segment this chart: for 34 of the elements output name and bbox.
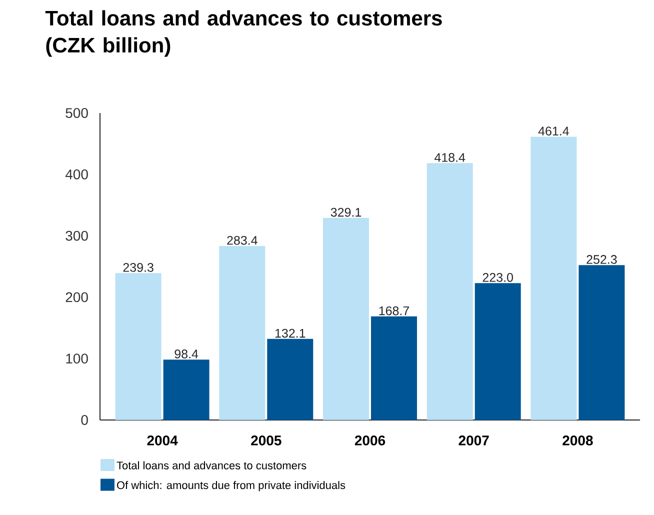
- data-label: 223.0: [482, 273, 513, 282]
- y-tick-label: 300: [66, 230, 88, 241]
- x-tick-label: 2008: [562, 436, 593, 446]
- data-label: 461.4: [538, 126, 569, 136]
- bar: [115, 273, 162, 420]
- y-tick-label: 0: [81, 415, 88, 425]
- x-tick-label: 2004: [147, 436, 178, 446]
- chart-title: Total loans and advances to customers (CZK billion): [45, 10, 442, 57]
- y-tick-label: 500: [66, 108, 88, 118]
- bar: [267, 338, 314, 420]
- bar: [578, 265, 625, 420]
- data-label: 132.1: [275, 328, 306, 338]
- data-label: 283.4: [227, 236, 258, 245]
- x-tick-label: 2005: [251, 436, 282, 446]
- bar: [474, 283, 521, 420]
- bar: [219, 246, 266, 420]
- legend-label: Total loans and advances to customers: [116, 461, 306, 470]
- bar: [323, 218, 370, 420]
- data-label: 418.4: [434, 153, 466, 162]
- data-label: 168.7: [379, 306, 410, 316]
- x-tick-label: 2006: [354, 436, 386, 446]
- data-label: 252.3: [586, 255, 617, 264]
- legend-label: Of which: amounts due from private individuals: [116, 481, 346, 492]
- data-label: 239.3: [123, 263, 154, 272]
- bar: [370, 316, 417, 420]
- bar: [426, 163, 473, 420]
- y-tick-label: 400: [65, 169, 88, 180]
- data-label: 98.4: [174, 350, 198, 358]
- bar: [530, 136, 577, 420]
- data-label: 329.1: [330, 208, 362, 217]
- y-tick-label: 200: [66, 292, 88, 302]
- y-tick-label: 100: [66, 354, 88, 364]
- x-tick-label: 2007: [458, 436, 489, 446]
- bar: [163, 360, 210, 420]
